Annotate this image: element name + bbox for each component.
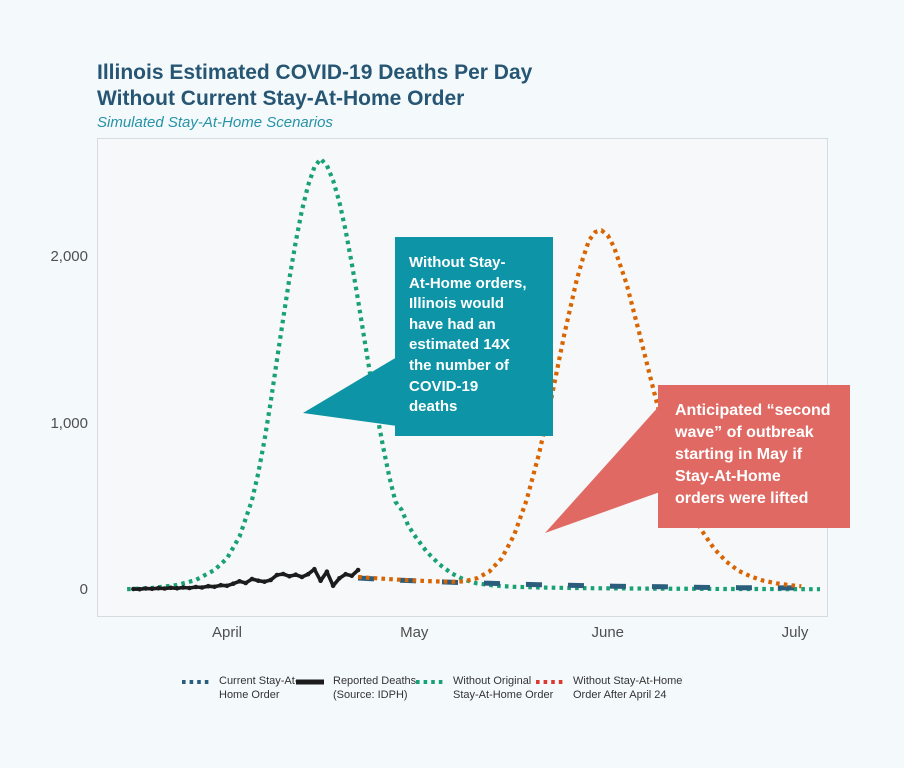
callout-without-stay-at-home: Without Stay- At-Home orders, Illinois w…: [395, 237, 553, 436]
legend-swatch-dotted-line-icon: [416, 680, 444, 684]
legend-label: Without Original Stay-At-Home Order: [453, 675, 554, 701]
legend-item: Reported Deaths (Source: IDPH): [295, 674, 416, 702]
legend-label: Reported Deaths (Source: IDPH): [333, 675, 417, 701]
chart-title: Illinois Estimated COVID-19 Deaths Per D…: [97, 61, 533, 110]
x-tick-label: April: [211, 624, 242, 641]
legend-label: Without Stay-At-Home Order After April 2…: [573, 675, 683, 701]
legend-swatch-solid-line-icon: [296, 679, 324, 685]
callout-second-wave: Anticipated “second wave” of outbreak st…: [658, 385, 850, 528]
legend-item: Without Stay-At-Home Order After April 2…: [535, 674, 682, 702]
legend-swatch-dotted-line-icon: [536, 680, 564, 684]
y-tick-label: 2,000: [50, 248, 88, 265]
x-tick-label: July: [781, 624, 809, 641]
x-tick-label: May: [400, 624, 429, 641]
legend-item: Without Original Stay-At-Home Order: [415, 674, 553, 702]
y-tick-label: 1,000: [50, 414, 88, 432]
chart-subtitle: Simulated Stay-At-Home Scenarios: [97, 114, 333, 131]
x-tick-label: June: [591, 624, 625, 641]
legend-swatch-dotted-line-icon: [182, 680, 210, 684]
legend-item: Current Stay-At- Home Order: [181, 674, 298, 702]
legend-label: Current Stay-At- Home Order: [219, 675, 299, 701]
y-tick-label: 0: [79, 581, 88, 598]
